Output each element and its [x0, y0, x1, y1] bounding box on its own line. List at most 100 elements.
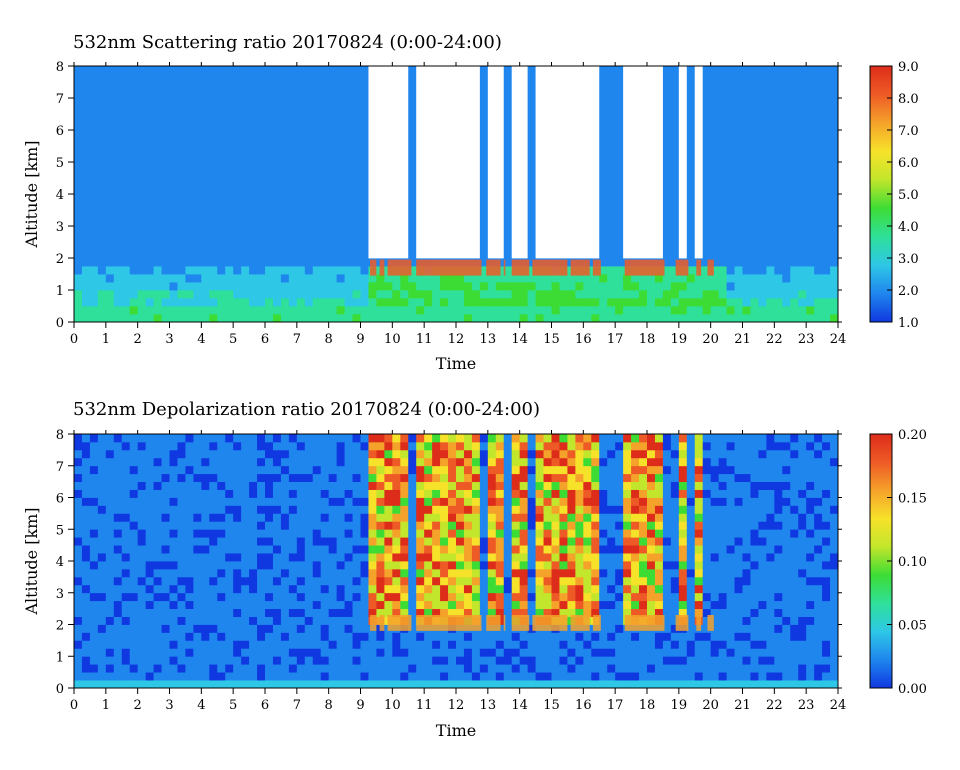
heatmap-cell — [81, 441, 91, 451]
heatmap-cell — [352, 242, 361, 251]
heatmap-cell — [471, 537, 481, 546]
heatmap-cell — [81, 489, 91, 498]
heatmap-cell — [615, 242, 624, 251]
heatmap-cell — [81, 194, 91, 203]
heatmap-cell — [392, 672, 401, 681]
heatmap-cell — [201, 282, 210, 291]
heatmap-cell — [105, 122, 115, 131]
heatmap-cell — [615, 122, 624, 131]
heatmap-cell — [352, 274, 361, 283]
heatmap-cell — [448, 672, 457, 681]
heatmap-cell — [153, 457, 162, 467]
heatmap-cell — [137, 545, 147, 554]
heatmap-cell — [145, 513, 154, 522]
heatmap-cell — [145, 258, 154, 267]
heatmap-cell — [479, 258, 489, 267]
heatmap-cell — [105, 170, 115, 179]
heatmap-cell — [551, 90, 560, 99]
heatmap-cell — [471, 186, 481, 195]
heatmap-cell — [249, 473, 258, 483]
heatmap-cell — [384, 106, 393, 115]
heatmap-cell — [336, 664, 345, 673]
heatmap-cell — [209, 672, 218, 681]
heatmap-cell — [511, 545, 521, 554]
heatmap-cell — [471, 608, 481, 617]
heatmap-cell — [105, 282, 115, 291]
heatmap-cell — [392, 513, 401, 522]
heatmap-cell — [336, 465, 345, 475]
heatmap-cell — [702, 154, 712, 163]
heatmap-cell — [257, 202, 266, 211]
heatmap-cell — [241, 178, 250, 187]
heatmap-cell — [320, 465, 330, 475]
heatmap-cell — [217, 664, 226, 673]
heatmap-cell — [241, 210, 250, 219]
heatmap-cell — [137, 194, 147, 203]
heatmap-cell — [153, 449, 162, 459]
heatmap-cell — [288, 66, 298, 75]
heatmap-cell — [249, 449, 258, 459]
heatmap-cell — [456, 282, 465, 291]
heatmap-cell — [257, 553, 266, 562]
heatmap-cell — [551, 218, 560, 227]
heatmap-cell — [217, 250, 226, 259]
heatmap-cell — [448, 242, 457, 251]
x-tick-label: 20 — [702, 332, 719, 347]
heatmap-cell — [463, 106, 473, 115]
heatmap-cell — [129, 521, 139, 530]
heatmap-cell — [575, 106, 584, 115]
heatmap-cell — [495, 314, 505, 323]
heatmap-cell — [360, 274, 369, 283]
heatmap-cell — [408, 170, 417, 179]
heatmap-cell — [654, 202, 664, 211]
heatmap-cell — [591, 98, 600, 107]
heatmap-cell — [734, 290, 743, 299]
heatmap-cell — [352, 210, 361, 219]
heatmap-cell — [328, 592, 338, 602]
heatmap-cell — [185, 672, 194, 681]
heatmap-cell — [463, 98, 473, 107]
heatmap-cell — [241, 481, 250, 490]
colorbar-tick-label: 2.0 — [898, 284, 919, 299]
heatmap-cell — [265, 66, 274, 75]
heatmap-cell — [639, 74, 648, 83]
heatmap-cell — [169, 242, 178, 251]
heatmap-cell — [718, 82, 727, 91]
heatmap-cell — [113, 616, 123, 625]
heatmap-cell — [583, 226, 592, 235]
heatmap-cell — [145, 90, 154, 99]
heatmap-cell — [257, 600, 266, 610]
heatmap-cell — [750, 234, 759, 243]
heatmap-cell — [121, 314, 131, 323]
heatmap-cell — [416, 194, 425, 203]
heatmap-cell — [448, 194, 457, 203]
heatmap-cell — [607, 170, 616, 179]
heatmap-cell — [678, 178, 688, 187]
heatmap-cell — [471, 74, 481, 83]
heatmap-cell — [288, 553, 298, 562]
heatmap-cell — [654, 122, 664, 131]
heatmap-cell — [209, 553, 218, 562]
heatmap-cell — [312, 457, 322, 467]
heatmap-cell — [312, 290, 322, 299]
heatmap-cell — [161, 314, 170, 323]
heatmap-cell — [241, 497, 250, 506]
heatmap-cell — [463, 521, 473, 530]
heatmap-cell — [344, 521, 353, 530]
heatmap-cell — [479, 226, 489, 235]
heatmap-cell — [543, 218, 552, 227]
heatmap-cell — [288, 616, 298, 625]
heatmap-cell — [654, 298, 664, 307]
heatmap-cell — [153, 497, 162, 506]
heatmap-cell — [511, 138, 521, 147]
heatmap-cell — [169, 114, 178, 123]
heatmap-cell — [440, 290, 449, 299]
heatmap-cell — [249, 314, 258, 323]
heatmap-cell — [193, 545, 202, 554]
heatmap-cell — [424, 600, 433, 610]
heatmap-cell — [471, 449, 481, 459]
heatmap-cell — [233, 640, 242, 649]
heatmap-cell — [782, 106, 791, 115]
heatmap-cell — [209, 106, 218, 115]
heatmap-cell — [153, 465, 162, 475]
